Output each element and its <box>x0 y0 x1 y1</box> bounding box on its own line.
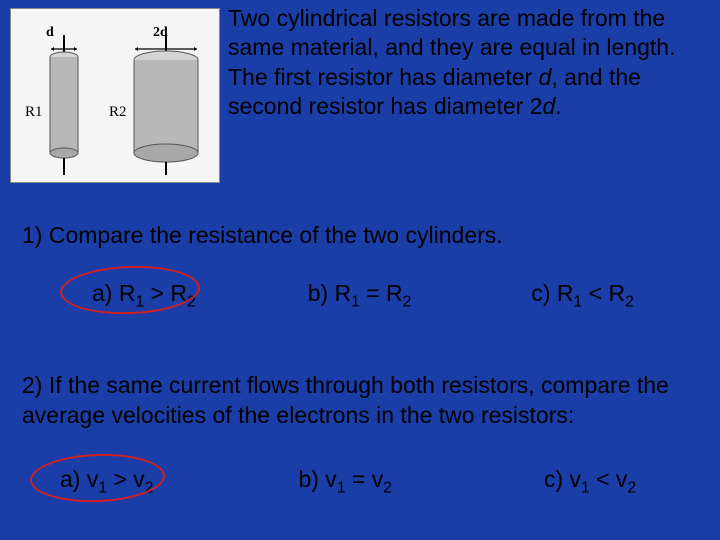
diameter-d-label: d <box>46 25 54 41</box>
cylinder-diagram: d R1 2d R2 <box>10 8 220 183</box>
intro-text: Two cylindrical resistors are made from … <box>228 4 708 122</box>
q1-option-c: c) R1 < R2 <box>531 280 633 307</box>
q1-option-b: b) R1 = R2 <box>308 280 412 307</box>
intro-d2: d <box>543 93 556 119</box>
r1-label: R1 <box>25 104 43 121</box>
q2-option-a: a) v1 > v2 <box>60 466 153 493</box>
intro-d1: d <box>539 64 552 90</box>
diameter-2d-label: 2d <box>153 25 168 41</box>
question-2-prompt: 2) If the same current flows through bot… <box>22 370 698 431</box>
q2-option-c: c) v1 < v2 <box>544 466 636 493</box>
q1-option-a: a) R1 > R2 <box>92 280 196 307</box>
question-1-options: a) R1 > R2 b) R1 = R2 c) R1 < R2 <box>22 280 698 307</box>
q2-option-b: b) v1 = v2 <box>298 466 391 493</box>
r2-label: R2 <box>109 104 127 121</box>
question-2-options: a) v1 > v2 b) v1 = v2 c) v1 < v2 <box>22 466 698 493</box>
question-1-prompt: 1) Compare the resistance of the two cyl… <box>22 222 503 249</box>
intro-after: . <box>555 93 561 119</box>
cylinder-r1 <box>39 35 89 180</box>
cylinder-r2 <box>121 35 211 180</box>
